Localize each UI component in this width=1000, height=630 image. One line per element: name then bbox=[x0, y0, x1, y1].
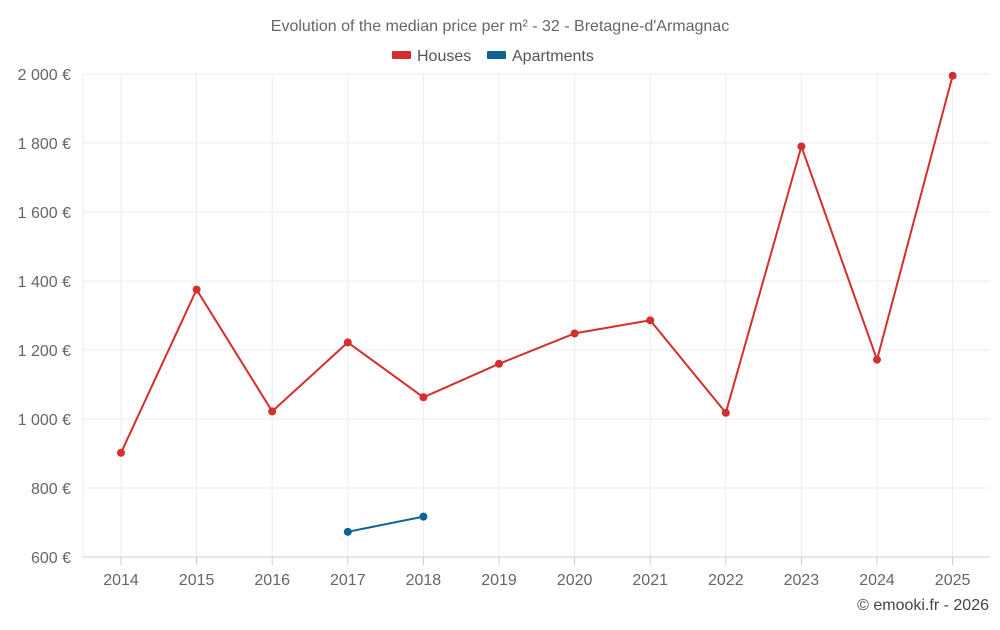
legend-swatch-apartments bbox=[487, 51, 506, 59]
chart-title: Evolution of the median price per m² - 3… bbox=[271, 18, 729, 35]
y-tick-label: 800 € bbox=[31, 481, 71, 498]
data-point-houses[interactable] bbox=[419, 393, 428, 402]
x-tick-label: 2018 bbox=[406, 572, 442, 589]
y-tick-label: 1 000 € bbox=[18, 412, 71, 429]
data-point-houses[interactable] bbox=[343, 338, 352, 347]
x-tick-label: 2024 bbox=[859, 572, 895, 589]
data-point-houses[interactable] bbox=[268, 407, 277, 416]
legend-label-houses: Houses bbox=[417, 48, 471, 65]
x-tick-label: 2025 bbox=[935, 572, 971, 589]
series-houses bbox=[117, 71, 957, 457]
data-point-houses[interactable] bbox=[721, 408, 730, 417]
x-tick-label: 2014 bbox=[103, 572, 139, 589]
data-point-houses[interactable] bbox=[117, 448, 125, 457]
y-tick-label: 1 400 € bbox=[18, 274, 71, 291]
legend-swatch-houses bbox=[392, 51, 411, 59]
x-tick-label: 2019 bbox=[481, 572, 517, 589]
y-tick-label: 1 800 € bbox=[18, 136, 71, 153]
legend-item-apartments[interactable]: Apartments bbox=[487, 48, 594, 65]
series bbox=[117, 71, 957, 536]
data-point-houses[interactable] bbox=[873, 355, 881, 364]
y-tick-label: 1 200 € bbox=[18, 343, 71, 360]
data-point-apartments[interactable] bbox=[343, 527, 352, 536]
legend-item-houses[interactable]: Houses bbox=[392, 48, 471, 65]
series-line-houses bbox=[120, 74, 954, 454]
x-axis: 2014 2015 2016 2017 2018 2019 2020 2021 2022 2023… bbox=[83, 556, 990, 589]
series-apartments bbox=[343, 512, 428, 536]
x-tick-label: 2016 bbox=[254, 572, 290, 589]
data-point-houses[interactable] bbox=[495, 359, 503, 368]
y-axis: 600 € 800 € 1 000 € 1 200 € 1 400 € 1 600 € 1 … bbox=[18, 67, 71, 567]
y-tick-label: 1 600 € bbox=[18, 205, 71, 222]
x-tick-label: 2023 bbox=[784, 572, 820, 589]
series-line-apartments bbox=[346, 515, 425, 533]
data-point-houses[interactable] bbox=[570, 329, 579, 338]
data-point-houses[interactable] bbox=[646, 316, 655, 325]
x-tick-label: 2022 bbox=[708, 572, 744, 589]
x-tick-label: 2017 bbox=[330, 572, 366, 589]
legend-label-apartments: Apartments bbox=[512, 48, 594, 65]
data-point-houses[interactable] bbox=[948, 71, 957, 80]
y-tick-label: 2 000 € bbox=[18, 67, 71, 84]
grid bbox=[82, 73, 990, 557]
data-point-houses[interactable] bbox=[192, 285, 201, 294]
x-tick-label: 2015 bbox=[179, 572, 215, 589]
y-tick-label: 600 € bbox=[31, 550, 71, 567]
copyright-text: © emooki.fr - 2026 bbox=[857, 597, 989, 614]
data-point-houses[interactable] bbox=[797, 142, 806, 151]
data-point-apartments[interactable] bbox=[419, 512, 428, 521]
x-tick-label: 2020 bbox=[557, 572, 593, 589]
x-tick-label: 2021 bbox=[632, 572, 668, 589]
legend: Houses Apartments bbox=[392, 48, 594, 65]
